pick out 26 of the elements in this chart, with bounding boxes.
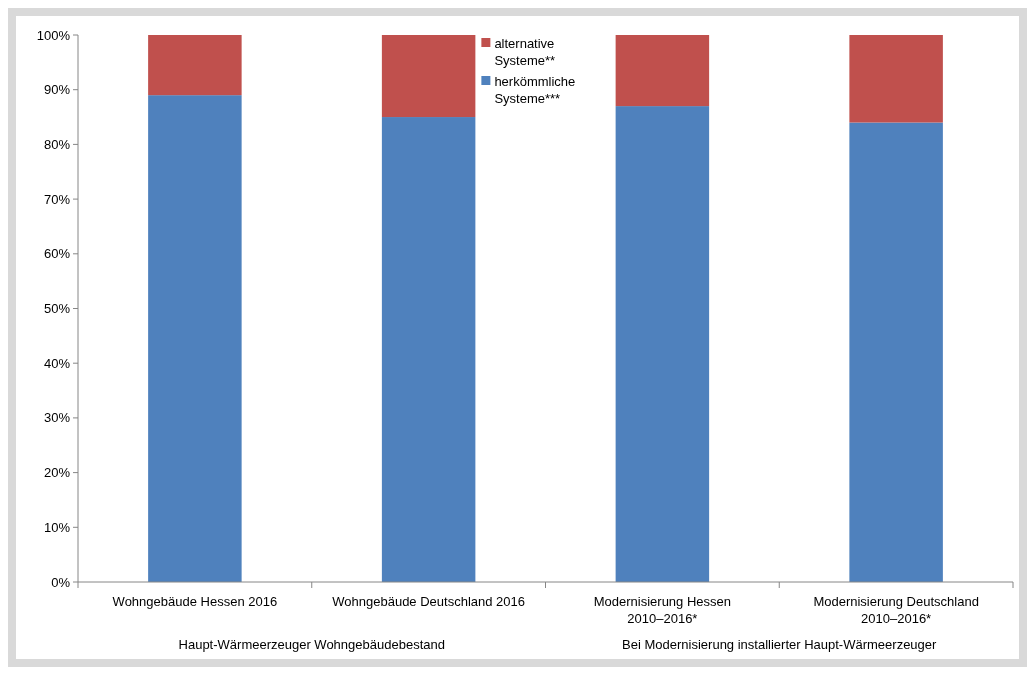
bar [148,95,242,582]
y-tick-label: 40% [43,355,71,371]
y-tick-label: 60% [43,246,71,262]
bar [381,117,476,582]
legend-label: herkömmliche Systeme*** [494,73,576,106]
text: Bei Modernisierung installierter Haupt-Wärmeerzeuger [622,637,938,652]
x-tick-label: Wohngebäude Hessen 2016 [112,594,278,609]
bar [615,106,710,582]
y-tick-label: 50% [43,301,71,317]
y-tick-label: 30% [43,410,71,426]
x-tick-label: Wohngebäude Deutschland 2016 [332,594,525,609]
y-tick-label: 90% [43,82,71,98]
text: Haupt-Wärmeerzeuger Wohngebäudebestand [178,637,445,652]
bar [148,35,242,96]
x-tick-label: Modernisierung Deutschland 2010–2016* [813,594,979,626]
bar [849,122,943,582]
x-tick-label: Modernisierung Hessen 2010–2016* [593,594,732,626]
y-tick-label: 100% [36,27,71,43]
y-tick-label: 0% [51,574,71,590]
y-tick-label: 70% [43,191,71,207]
y-tick-label: 20% [43,465,71,481]
bar [849,35,943,123]
bar [615,35,710,107]
y-tick-label: 10% [43,519,71,535]
y-tick-label: 80% [43,136,71,152]
bar [381,35,476,118]
